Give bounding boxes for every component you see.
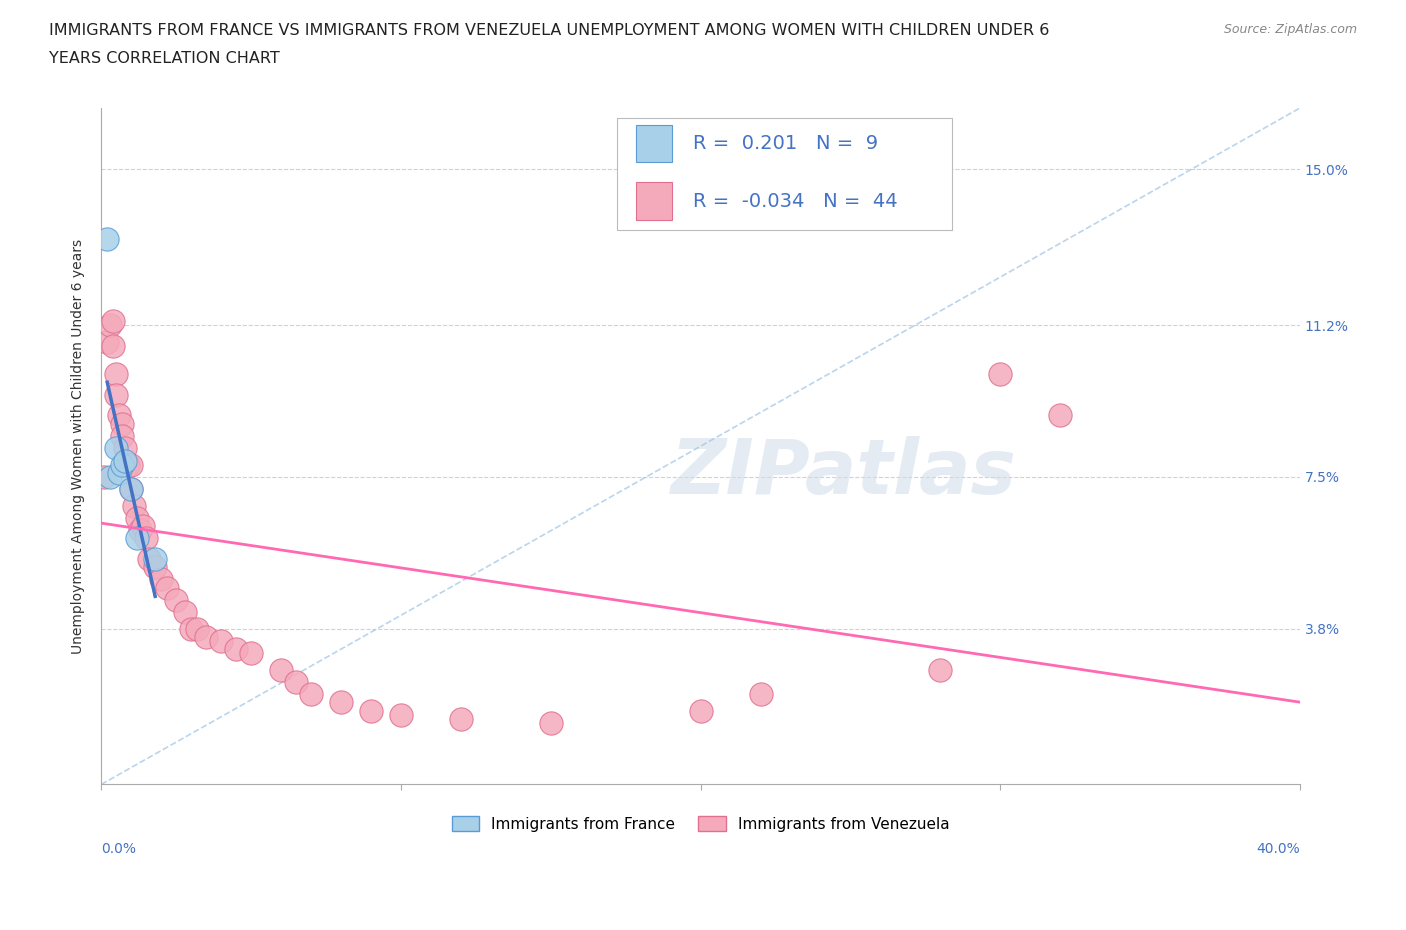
Point xyxy=(749,687,772,702)
Point xyxy=(689,703,711,718)
Point xyxy=(225,642,247,657)
Point xyxy=(450,711,472,726)
Point xyxy=(150,572,173,587)
Point xyxy=(174,604,197,619)
Point xyxy=(93,470,115,485)
Point xyxy=(299,687,322,702)
Point xyxy=(195,630,218,644)
Point xyxy=(132,519,155,534)
Point xyxy=(330,695,353,710)
Point xyxy=(240,645,263,660)
Point xyxy=(111,458,134,472)
Point xyxy=(285,674,308,689)
Point xyxy=(120,482,142,497)
Point xyxy=(120,482,142,497)
Y-axis label: Unemployment Among Women with Children Under 6 years: Unemployment Among Women with Children U… xyxy=(72,239,86,654)
Point xyxy=(122,498,145,513)
Point xyxy=(129,523,152,538)
Text: ZIPatlas: ZIPatlas xyxy=(672,436,1018,511)
Point xyxy=(143,560,166,575)
Point xyxy=(114,441,136,456)
Point xyxy=(138,551,160,566)
Point xyxy=(270,662,292,677)
Point xyxy=(165,592,187,607)
Point xyxy=(540,715,562,730)
Point xyxy=(96,232,118,246)
Point xyxy=(108,408,131,423)
FancyBboxPatch shape xyxy=(617,118,952,230)
Point xyxy=(127,531,149,546)
Point xyxy=(120,458,142,472)
Text: Source: ZipAtlas.com: Source: ZipAtlas.com xyxy=(1223,23,1357,36)
Point xyxy=(105,367,128,382)
Text: R =  0.201   N =  9: R = 0.201 N = 9 xyxy=(693,134,879,153)
Point xyxy=(108,465,131,480)
Point xyxy=(180,621,202,636)
Point xyxy=(929,662,952,677)
Text: R =  -0.034   N =  44: R = -0.034 N = 44 xyxy=(693,192,898,210)
Point xyxy=(114,453,136,468)
FancyBboxPatch shape xyxy=(636,182,672,219)
Point xyxy=(988,367,1011,382)
Point xyxy=(117,458,139,472)
Text: IMMIGRANTS FROM FRANCE VS IMMIGRANTS FROM VENEZUELA UNEMPLOYMENT AMONG WOMEN WIT: IMMIGRANTS FROM FRANCE VS IMMIGRANTS FRO… xyxy=(49,23,1050,38)
Point xyxy=(103,339,125,353)
Point xyxy=(156,580,179,595)
FancyBboxPatch shape xyxy=(636,125,672,162)
Text: 40.0%: 40.0% xyxy=(1256,842,1301,856)
Point xyxy=(111,417,134,432)
Point xyxy=(111,429,134,444)
Point xyxy=(389,708,412,723)
Text: YEARS CORRELATION CHART: YEARS CORRELATION CHART xyxy=(49,51,280,66)
Point xyxy=(98,470,121,485)
Point xyxy=(135,531,157,546)
Point xyxy=(209,633,232,648)
Point xyxy=(96,334,118,349)
Point xyxy=(98,318,121,333)
Point xyxy=(360,703,382,718)
Point xyxy=(186,621,208,636)
Point xyxy=(103,313,125,328)
Text: 0.0%: 0.0% xyxy=(101,842,136,856)
Point xyxy=(127,511,149,525)
Point xyxy=(105,388,128,403)
Point xyxy=(143,551,166,566)
Point xyxy=(1049,408,1071,423)
Legend: Immigrants from France, Immigrants from Venezuela: Immigrants from France, Immigrants from … xyxy=(446,809,956,838)
Point xyxy=(105,441,128,456)
